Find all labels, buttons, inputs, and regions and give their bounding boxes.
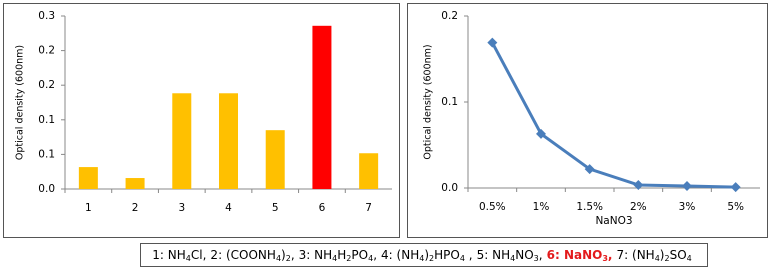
x-tick-label: 5 [272,202,279,214]
bar [312,25,332,190]
y-tick-label: 0.1 [38,114,55,126]
line [491,41,736,189]
caption-item: 2: (COONH4)2, [210,248,295,263]
x-tick-label: 2% [630,201,647,213]
charts: 0.0 0.1 0.1 0.2 0.2 0.3 1 2 3 4 5 6 7 Optical density… [3,3,768,238]
marker [536,128,546,139]
x-tick-label: 5% [727,201,744,213]
x-axis-label: NaNO3 [595,215,632,227]
caption-item: 4: (NH4)2HPO4 , [381,248,473,263]
x-tick-label: 6 [319,202,326,214]
bar [125,178,145,189]
bar [265,130,285,189]
y-axis-label: Optical density (600nm) [423,44,434,159]
bar [172,93,192,189]
caption-item: 3: NH4H2PO4, [298,248,378,263]
x-tick-label: 3% [679,201,696,213]
caption: 1: NH4Cl, 2: (COONH4)2, 3: NH4H2PO4, 4: (NH… [140,243,708,267]
x-tick-label: 7 [365,202,372,214]
y-tick-label: 0.0 [441,182,458,194]
x-tick-label: 1.5% [576,201,603,213]
marker [487,37,498,48]
x-tick-label: 1 [85,202,92,214]
x-tick-label: 4 [225,202,232,214]
bar [219,93,238,189]
caption-item: 1: NH4Cl, [152,248,207,263]
bar [359,153,379,189]
caption-item: 6: NaNO3, [546,248,613,263]
y-tick-label: 0.2 [38,79,55,91]
marker [682,181,692,192]
y-tick-label: 0.0 [38,183,55,195]
bar [78,167,98,189]
y-tick-label: 0.2 [441,10,458,22]
x-tick-label: 1% [533,201,550,213]
caption-item: 5: NH4NO3, [476,248,543,263]
marker [730,182,741,193]
x-tick-label: 0.5% [479,201,506,213]
y-axis-label: Optical density (600nm) [15,45,26,160]
y-tick-label: 0.3 [38,10,55,22]
y-tick-label: 0.1 [441,96,458,108]
caption-item: 7: (NH4)2SO4 [616,248,692,263]
x-tick-label: 3 [178,202,185,214]
y-tick-label: 0.2 [38,45,55,57]
y-tick-label: 0.1 [38,148,55,160]
x-tick-label: 2 [132,202,139,214]
left-panel [3,3,400,238]
marker [584,164,595,175]
marker [633,179,644,190]
